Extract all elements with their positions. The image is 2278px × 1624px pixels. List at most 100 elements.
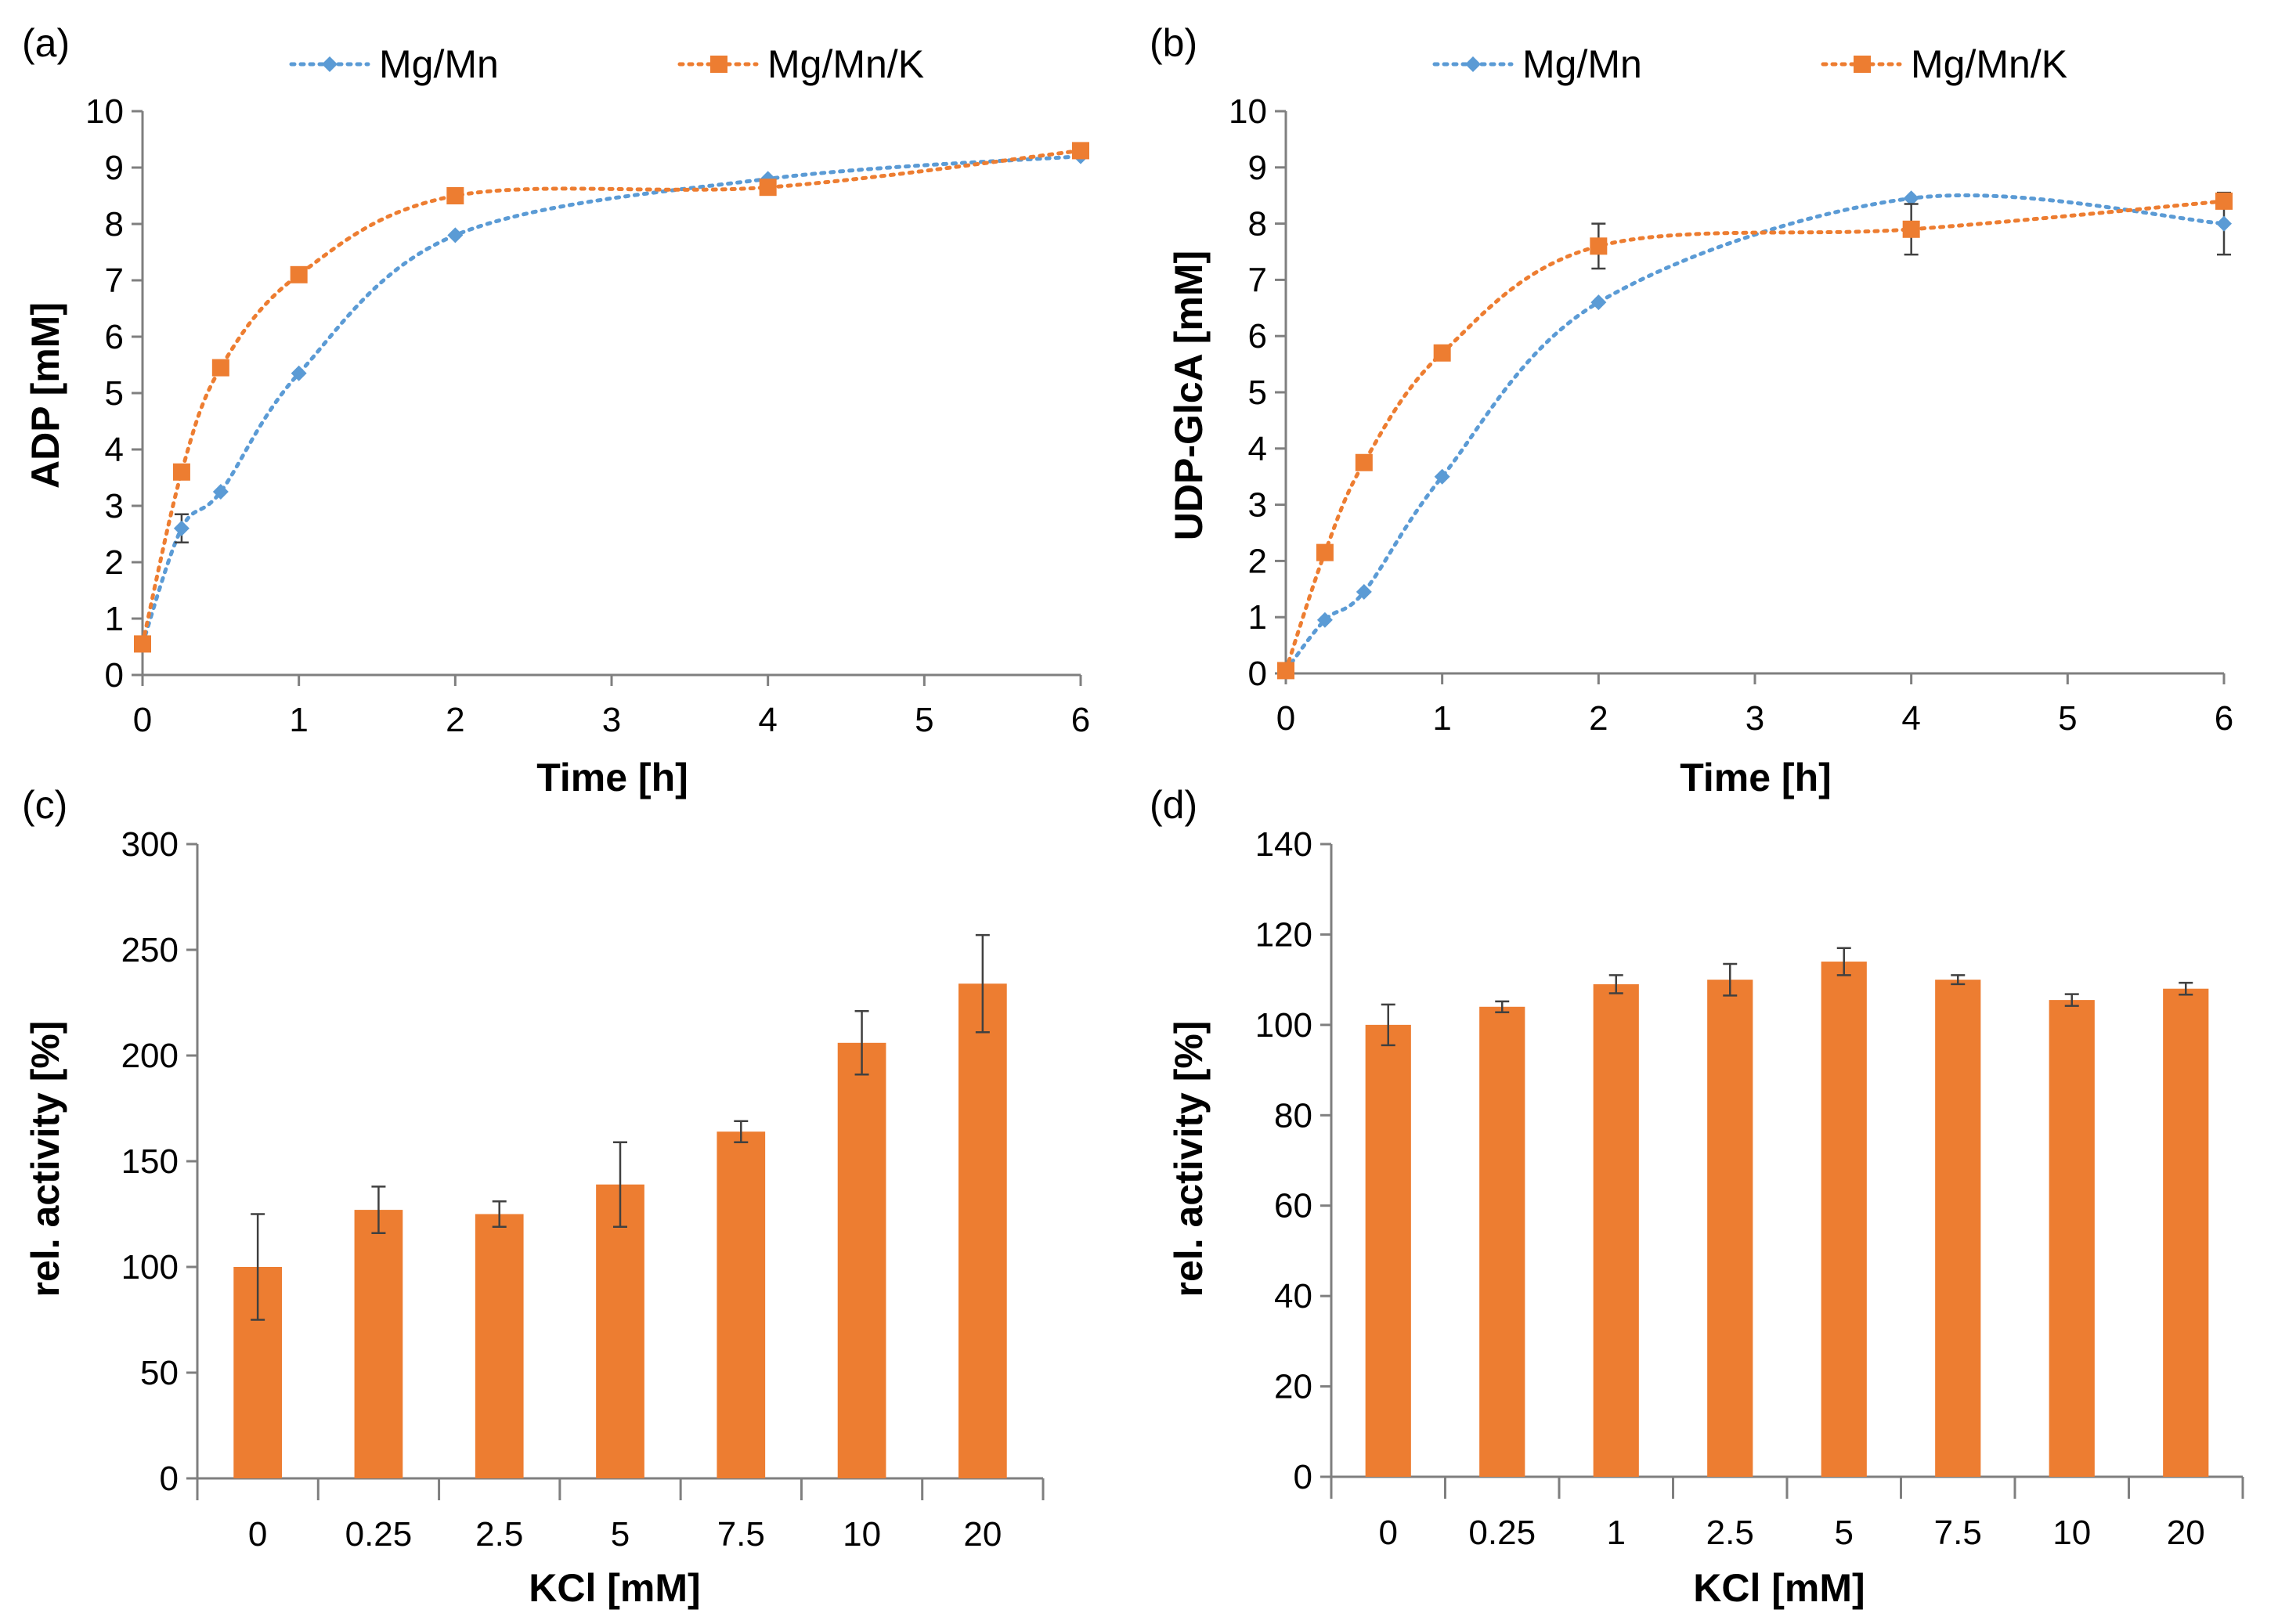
x-tick-label: 6 [2215,699,2233,738]
y-tick-label: 6 [1248,317,1267,355]
bar [2049,1000,2095,1477]
y-tick-label: 6 [105,318,124,356]
x-tick-label: 0.25 [1468,1514,1536,1552]
x-axis-label-d: KCl [mM] [1693,1566,1865,1610]
x-axis-label-c: KCl [mM] [529,1566,700,1610]
panel-c: (c) KCl [mM] rel. activity [%] [22,783,701,1610]
series-mg-mn-line [140,154,1083,646]
bar [717,1131,766,1478]
y-tick-label: 3 [105,487,124,525]
y-tick-label: 140 [1255,825,1312,864]
series-mg-mn-point [447,227,464,244]
y-tick-label: 4 [105,431,124,469]
x-tick-label: 5 [915,701,933,739]
y-tick-label: 10 [85,92,124,131]
y-tick-label: 80 [1274,1096,1312,1135]
x-axis-label-a: Time [h] [536,756,688,799]
legend-label-mgmn: Mg/Mn [379,42,499,86]
x-tick-label: 1 [1432,699,1451,738]
series-mg-mn-k-point [1433,344,1451,362]
legend-marker-mgmnk [710,56,727,73]
panel-label-c: (c) [22,783,67,827]
y-tick-label: 0 [160,1460,179,1498]
x-tick-label: 2.5 [1706,1514,1754,1552]
x-tick-label: 5 [1835,1514,1854,1552]
y-tick-label: 0 [105,656,124,695]
panel-label-d: (d) [1150,783,1197,827]
series-mg-mn-point [1903,190,1919,207]
x-tick-label: 0 [1276,699,1295,738]
series-mg-mn-point [1316,612,1333,628]
x-tick-label: 1 [1607,1514,1626,1552]
panel-d: (d) KCl [mM] rel. activity [%] [1150,783,1865,1610]
x-tick-label: 5 [2058,699,2077,738]
y-tick-label: 300 [121,825,179,864]
bar-chart-d: 0 20 40 60 80 100 120 140 0 0.25 1 2.5 5 7.5 10 20 [1255,825,2244,1552]
series-mg-mn-k-point [1316,543,1334,561]
y-tick-label: 4 [1248,430,1267,468]
x-tick-label: 4 [1901,699,1920,738]
y-tick-label: 40 [1274,1277,1312,1315]
y-tick-label: 10 [1229,92,1267,131]
legend-b: Mg/Mn Mg/Mn/K [1432,42,2067,86]
x-tick-label: 20 [2167,1514,2205,1552]
series-mg-mn-k-point [446,187,464,204]
y-tick-label: 8 [105,205,124,244]
series-mg-mn-point [173,520,190,536]
y-tick-label: 5 [1248,374,1267,412]
series-mg-mn-k-line [1283,199,2226,673]
legend-label-mgmn: Mg/Mn [1522,42,1642,86]
x-tick-label: 7.5 [717,1515,765,1554]
y-tick-label: 2 [1248,542,1267,580]
x-tick-label: 0 [248,1515,267,1554]
y-tick-label: 0 [1294,1458,1312,1496]
x-tick-label: 6 [1071,701,1090,739]
series-mg-mn-point [212,484,229,500]
y-tick-label: 250 [121,931,179,969]
series-mg-mn-point [2216,215,2232,232]
series-mg-mn-k-point [759,179,777,197]
y-tick-label: 1 [105,600,124,638]
line-chart-b: 0 1 2 3 4 5 6 7 8 9 10 0 1 2 3 4 5 6 [1229,92,2233,738]
line-chart-a: 0 1 2 3 4 5 6 7 8 9 10 0 1 2 3 4 5 6 [85,92,1090,739]
bar [1593,983,1639,1477]
legend-label-mgmnk: Mg/Mn/K [767,42,924,86]
series-mg-mn-point [1356,583,1372,600]
x-tick-label: 0 [133,701,152,739]
y-tick-label: 3 [1248,486,1267,525]
legend-marker-mgmn [322,56,338,72]
x-tick-label: 7.5 [1934,1514,1982,1552]
series-mg-mn-k-point [1277,662,1294,680]
bar [2163,988,2209,1477]
panel-a: (a) Mg/Mn Mg/Mn/K Time [h] ADP [mM] [22,21,924,799]
bar [1365,1024,1411,1477]
series-mg-mn-k-point [172,463,190,481]
x-tick-label: 3 [602,701,621,739]
y-axis-label-b: UDP-GlcA [mM] [1167,251,1211,540]
series-mg-mn-k-point [1355,453,1373,471]
panel-b: (b) Mg/Mn Mg/Mn/K Time [h] UDP-GlcA [mM] [1150,21,2067,799]
bar [1935,980,1981,1477]
series-mg-mn-k-point [290,265,308,283]
y-axis-label-d: rel. activity [%] [1167,1021,1211,1297]
y-tick-label: 60 [1274,1187,1312,1225]
y-axis-label-c: rel. activity [%] [23,1021,67,1297]
x-tick-label: 10 [2052,1514,2091,1552]
y-tick-label: 5 [105,374,124,413]
bar [596,1184,644,1478]
y-tick-label: 50 [140,1354,179,1392]
legend-marker-mgmnk [1854,56,1871,73]
x-tick-label: 10 [843,1515,881,1554]
panel-label-b: (b) [1150,21,1197,65]
legend-a: Mg/Mn Mg/Mn/K [289,42,924,86]
y-tick-label: 20 [1274,1368,1312,1406]
y-tick-label: 8 [1248,205,1267,244]
y-tick-label: 9 [1248,149,1267,187]
y-tick-label: 2 [105,543,124,582]
y-tick-label: 100 [1255,1006,1312,1045]
series-mg-mn-k-point [2215,192,2233,210]
y-tick-label: 7 [105,262,124,300]
x-tick-label: 5 [611,1515,630,1554]
legend-label-mgmnk: Mg/Mn/K [1911,42,2067,86]
